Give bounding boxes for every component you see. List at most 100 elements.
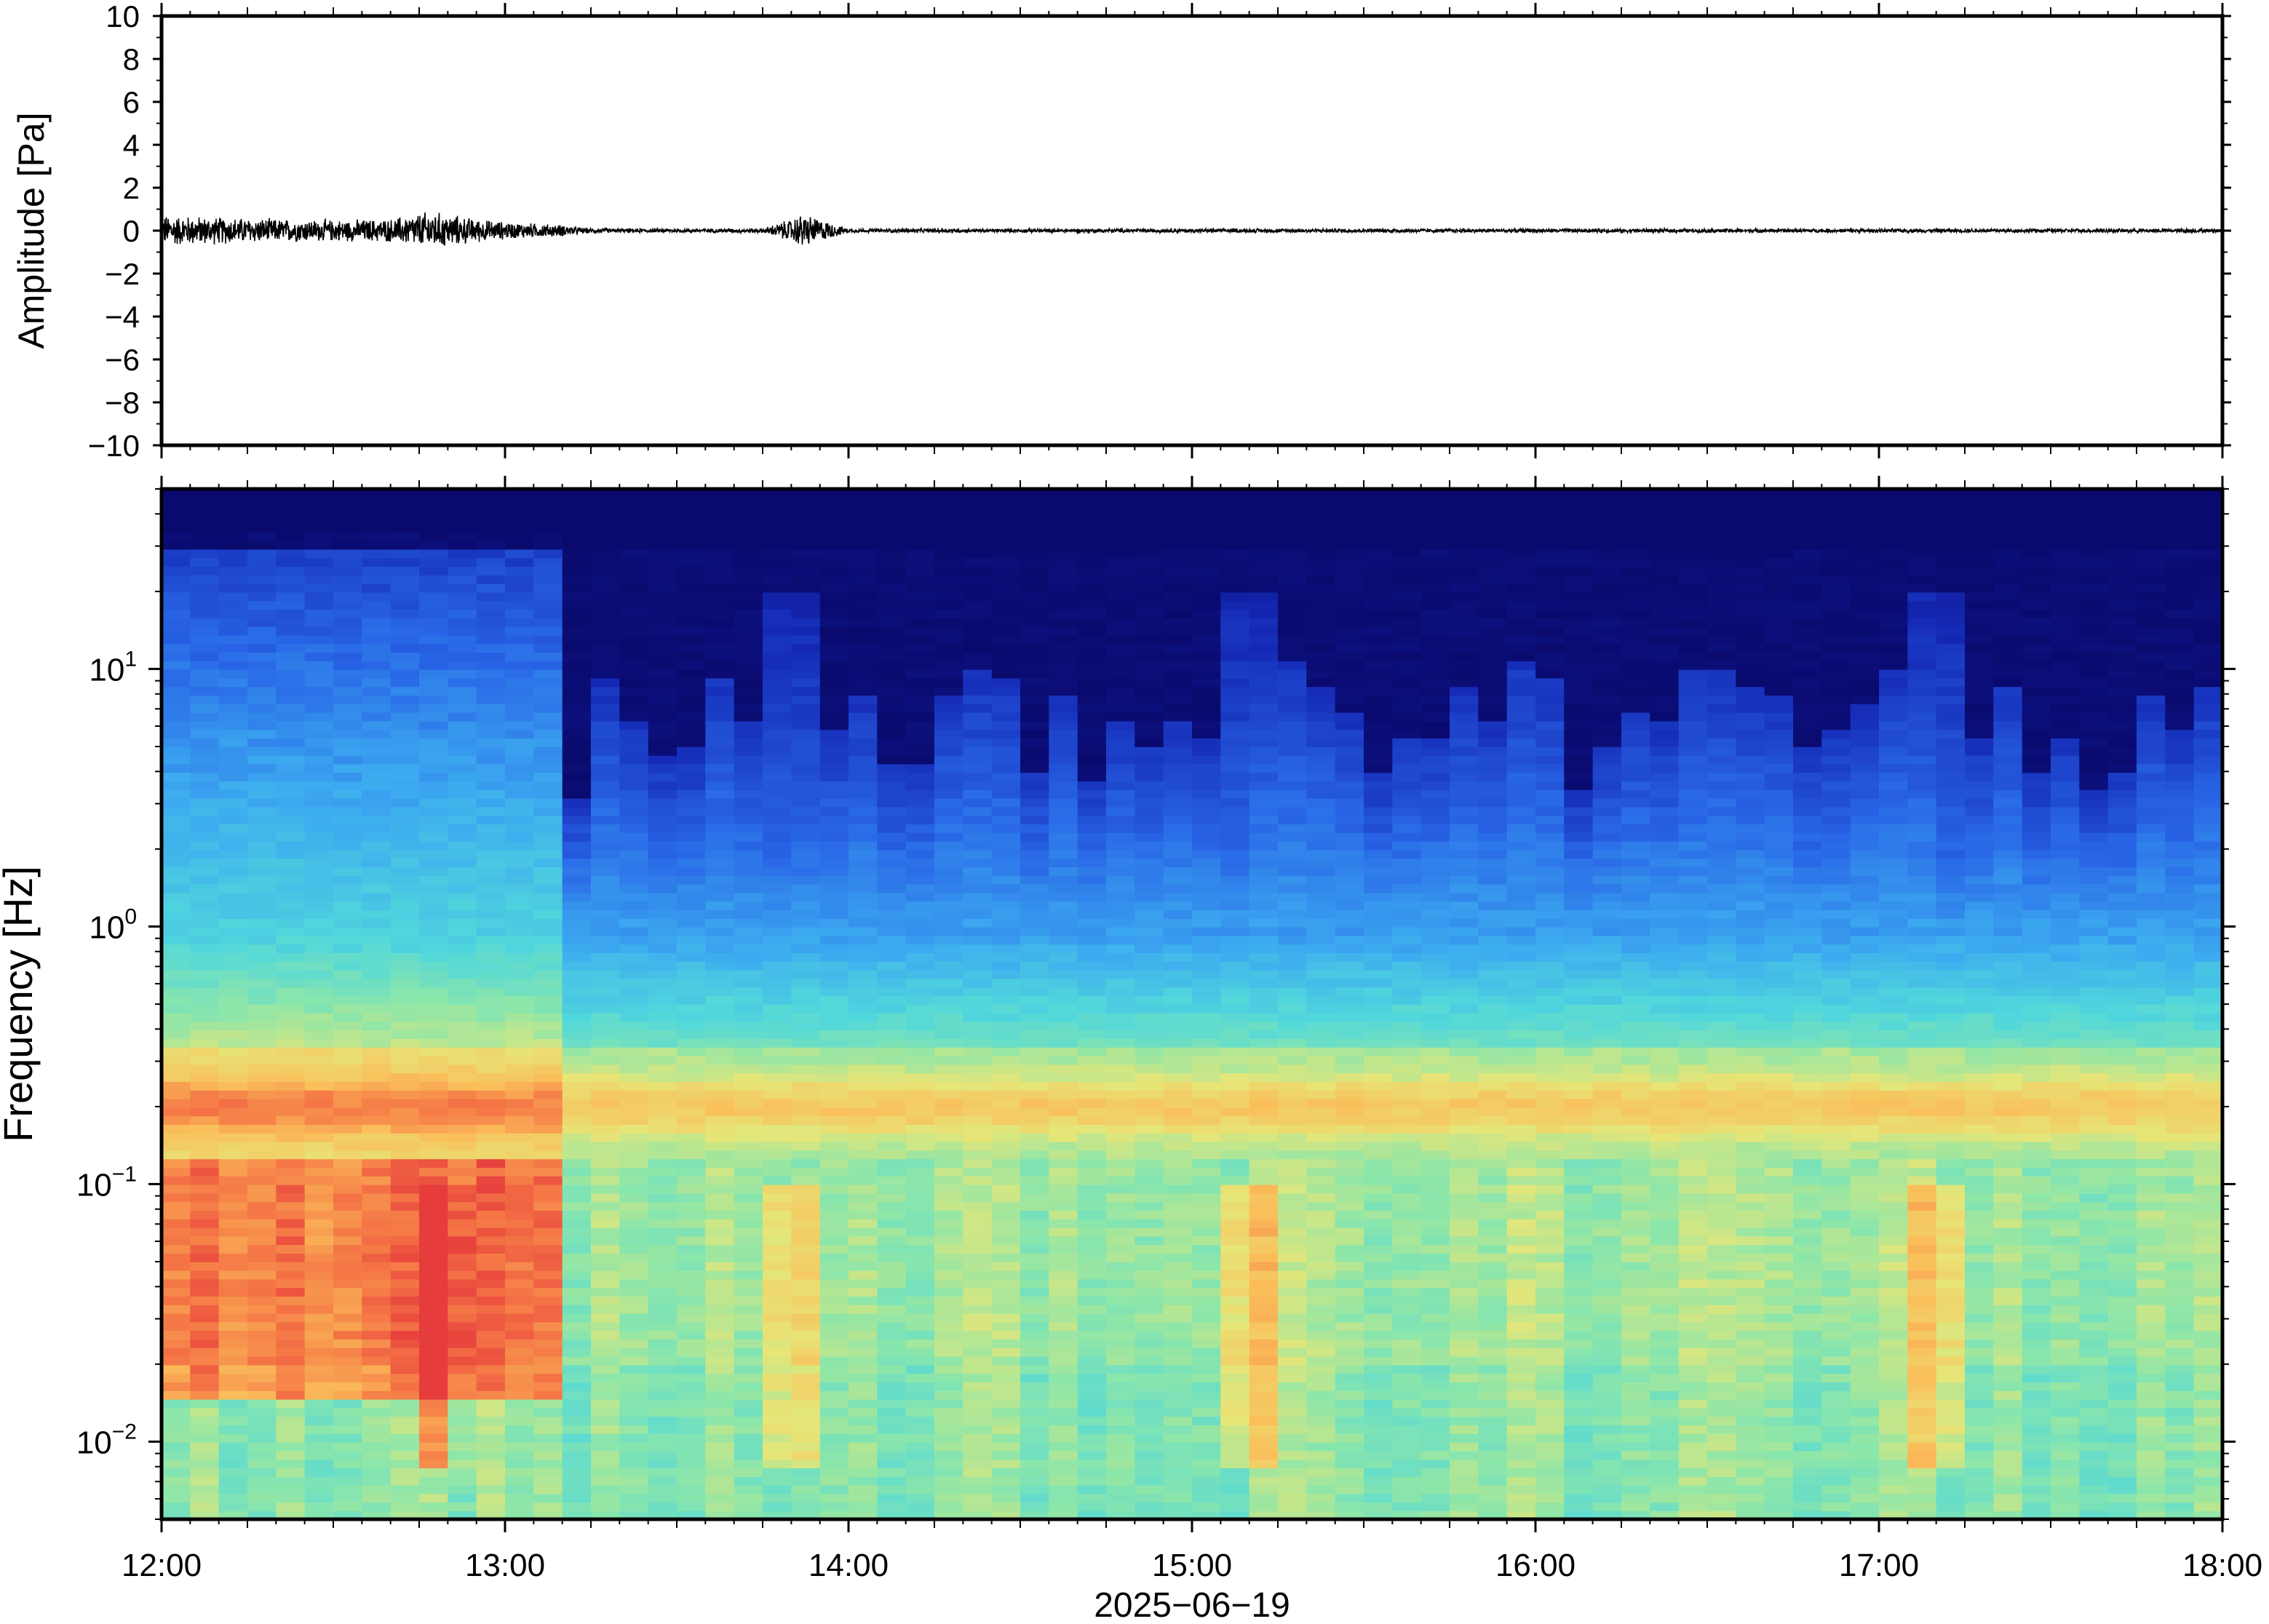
- spectrogram-cell: [247, 918, 277, 928]
- spectrogram-cell: [333, 532, 363, 541]
- spectrogram-cell: [677, 1081, 707, 1091]
- spectrogram-cell: [419, 489, 449, 498]
- spectrogram-cell: [1077, 1425, 1107, 1434]
- spectrogram-cell: [1106, 987, 1136, 996]
- spectrogram-cell: [276, 532, 306, 541]
- spectrogram-cell: [1220, 1150, 1250, 1160]
- spectrogram-cell: [1192, 747, 1222, 756]
- spectrogram-cell: [619, 1425, 649, 1434]
- spectrogram-cell: [619, 747, 649, 756]
- spectrogram-cell: [1192, 1004, 1222, 1014]
- spectrogram-cell: [619, 1356, 649, 1366]
- spectrogram-cell: [533, 600, 563, 610]
- spectrogram-cell: [963, 1321, 993, 1332]
- spectrogram-cell: [791, 1305, 821, 1314]
- spectrogram-cell: [734, 566, 763, 576]
- spectrogram-cell: [1278, 618, 1308, 627]
- spectrogram-cell: [1134, 883, 1164, 893]
- spectrogram-cell: [276, 1072, 306, 1082]
- spectrogram-cell: [304, 1012, 334, 1022]
- spectrogram-cell: [1020, 1296, 1050, 1305]
- spectrogram-cell: [1106, 1253, 1136, 1262]
- spectrogram-cell: [162, 1098, 191, 1108]
- spectrogram-cell: [648, 747, 677, 756]
- spectrogram-cell: [162, 1124, 191, 1134]
- spectrogram-cell: [1134, 540, 1164, 550]
- spectrogram-cell: [390, 1012, 420, 1022]
- spectrogram-cell: [763, 1167, 792, 1177]
- spectrogram-cell: [247, 1510, 277, 1519]
- spectrogram-cell: [247, 1441, 277, 1452]
- spectrogram-cell: [591, 1055, 621, 1065]
- spectrogram-cell: [247, 497, 277, 507]
- spectrogram-cell: [190, 652, 220, 661]
- spectrogram-cell: [1134, 772, 1164, 781]
- spectrogram-cell: [419, 952, 449, 962]
- spectrogram-cell: [1220, 720, 1250, 731]
- spectrogram-cell: [162, 763, 191, 773]
- spectrogram-cell: [162, 987, 191, 996]
- spectrogram-cell: [677, 824, 707, 833]
- spectrogram-cell: [390, 935, 420, 945]
- spectrogram-cell: [591, 918, 621, 928]
- spectrogram-cell: [1020, 1107, 1050, 1117]
- spectrogram-cell: [162, 1330, 191, 1340]
- spectrogram-cell: [677, 1476, 707, 1486]
- spectrogram-cell: [1020, 1390, 1050, 1400]
- spectrogram-cell: [218, 1167, 248, 1177]
- spectrogram-cell: [190, 1038, 220, 1048]
- spectrogram-cell: [562, 1468, 592, 1477]
- spectrogram-cell: [677, 1425, 707, 1434]
- spectrogram-cell: [1106, 892, 1136, 902]
- spectrogram-cell: [705, 918, 735, 928]
- spectrogram-cell: [190, 618, 220, 627]
- spectrogram-cell: [1134, 1193, 1164, 1203]
- spectrogram-cell: [562, 704, 592, 713]
- spectrogram-cell: [276, 901, 306, 910]
- spectrogram-cell: [218, 1433, 248, 1443]
- spectrogram-cell: [362, 1484, 392, 1494]
- spectrogram-cell: [1106, 497, 1136, 507]
- spectrogram-cell: [1020, 1150, 1050, 1160]
- spectrogram-cell: [1020, 523, 1050, 533]
- spectrogram-cell: [190, 789, 220, 799]
- spectrogram-cell: [218, 1038, 248, 1048]
- spectrogram-cell: [763, 1313, 792, 1323]
- spectrogram-cell: [1049, 704, 1078, 713]
- spectrogram-cell: [562, 1390, 592, 1400]
- spectrogram-cell: [1192, 883, 1222, 893]
- spectrogram-cell: [819, 1047, 849, 1056]
- spectrogram-cell: [991, 1235, 1021, 1246]
- spectrogram-cell: [849, 1141, 878, 1151]
- spectrogram-cell: [533, 643, 563, 653]
- spectrogram-cell: [304, 978, 334, 988]
- spectrogram-cell: [533, 1115, 563, 1125]
- spectrogram-cell: [1049, 583, 1078, 593]
- spectrogram-cell: [218, 626, 248, 636]
- spectrogram-cell: [734, 1502, 763, 1511]
- spectrogram-cell: [819, 961, 849, 971]
- spectrogram-cell: [1020, 540, 1050, 550]
- spectrogram-cell: [705, 712, 735, 722]
- spectrogram-cell: [533, 1287, 563, 1297]
- spectrogram-cell: [190, 1072, 220, 1082]
- spectrogram-cell: [562, 901, 592, 910]
- spectrogram-cell: [705, 1450, 735, 1460]
- spectrogram-cell: [276, 1210, 306, 1219]
- spectrogram-cell: [247, 909, 277, 919]
- spectrogram-cell: [1278, 1390, 1308, 1400]
- spectrogram-cell: [763, 575, 792, 584]
- spectrogram-cell: [1106, 858, 1136, 867]
- spectrogram-cell: [1106, 901, 1136, 910]
- spectrogram-cell: [1134, 661, 1164, 670]
- spectrogram-cell: [1106, 1210, 1136, 1219]
- spectrogram-cell: [304, 858, 334, 867]
- spectrogram-cell: [162, 506, 191, 516]
- spectrogram-cell: [591, 514, 621, 524]
- spectrogram-cell: [648, 1416, 677, 1425]
- spectrogram-cell: [591, 712, 621, 722]
- spectrogram-cell: [1220, 1004, 1250, 1014]
- spectrogram-cell: [648, 781, 677, 790]
- spectrogram-cell: [963, 1262, 993, 1271]
- spectrogram-cell: [1020, 1476, 1050, 1486]
